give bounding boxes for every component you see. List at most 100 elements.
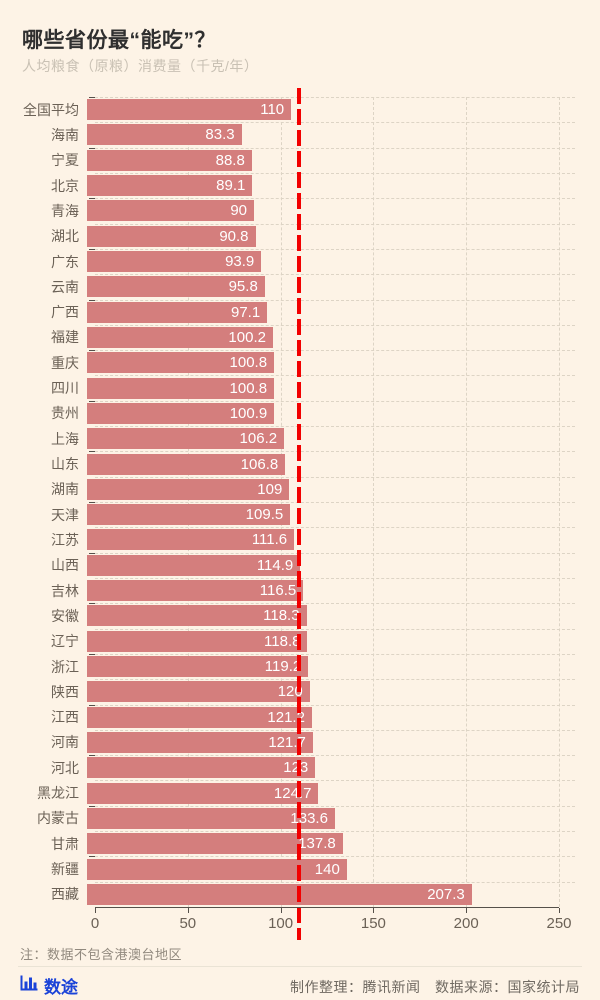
chart-row: 新疆 140	[0, 856, 600, 881]
bar-track: 89.1	[87, 175, 551, 197]
chart-row: 北京 89.1	[0, 173, 600, 198]
bar: 121.2	[87, 706, 312, 728]
category-label: 内蒙古	[37, 810, 79, 827]
bar: 90.8	[87, 225, 256, 247]
chart-row: 福建 100.2	[0, 325, 600, 350]
category-label: 新疆	[51, 861, 79, 878]
category-label: 江西	[51, 709, 79, 726]
x-axis-tick	[466, 908, 468, 913]
bar-track: 95.8	[87, 276, 551, 298]
bar-value-label: 124.7	[273, 784, 312, 802]
x-tick-label: 250	[546, 915, 572, 932]
bar-chart-icon	[19, 973, 39, 998]
bar: 106.2	[87, 428, 285, 450]
bar: 120	[87, 681, 310, 703]
bar-value-label: 121.7	[268, 733, 306, 751]
bar-value-label: 97.1	[231, 303, 261, 321]
bar-value-label: 116.5	[259, 582, 297, 600]
bar: 118.3	[87, 605, 307, 627]
bar: 95.8	[87, 276, 265, 298]
bar-value-label: 90.8	[219, 227, 249, 245]
category-label: 湖南	[51, 481, 79, 498]
bar-value-label: 100.8	[229, 379, 268, 397]
bar: 100.9	[87, 402, 275, 424]
chart-row: 全国平均 110	[0, 97, 600, 122]
x-tick-label: 50	[179, 915, 197, 932]
chart-row: 甘肃 137.8	[0, 831, 600, 856]
category-label: 辽宁	[51, 633, 79, 650]
x-tick-label: 100	[268, 915, 294, 932]
bar-track: 116.5	[87, 580, 551, 602]
category-label: 广西	[51, 304, 79, 321]
bar: 116.5	[87, 580, 304, 602]
bar-value-label: 140	[314, 860, 340, 878]
chart-row: 陕西 120	[0, 679, 600, 704]
chart-row: 西藏 207.3	[0, 882, 600, 907]
bar: 109	[87, 478, 290, 500]
bar-track: 97.1	[87, 301, 551, 323]
bar-value-label: 111.6	[251, 531, 288, 549]
chart-row: 湖南 109	[0, 477, 600, 502]
x-tick-label: 200	[453, 915, 479, 932]
bar: 100.8	[87, 352, 275, 374]
x-axis-tick	[373, 908, 375, 913]
category-label: 山西	[51, 557, 79, 574]
bar-value-label: 93.9	[225, 253, 255, 271]
x-axis-tick	[187, 908, 189, 913]
bar-track: 120	[87, 681, 551, 703]
bar: 140	[87, 858, 347, 880]
bar-track: 106.8	[87, 453, 551, 475]
bar-track: 90.8	[87, 225, 551, 247]
footnote: 注：数据不包含港澳台地区	[20, 947, 183, 962]
chart-row: 山东 106.8	[0, 451, 600, 476]
bar-value-label: 100.2	[228, 328, 266, 346]
category-label: 四川	[51, 380, 79, 397]
page-title: 哪些省份最“能吃”？	[22, 29, 216, 52]
category-label: 重庆	[51, 354, 79, 371]
category-label: 甘肃	[51, 835, 79, 852]
chart-row: 贵州 100.9	[0, 401, 600, 426]
bar: 110	[87, 99, 292, 121]
bar: 124.7	[87, 782, 319, 804]
chart-row: 云南 95.8	[0, 274, 600, 299]
bar-value-label: 89.1	[216, 177, 246, 195]
bar-track: 119.2	[87, 656, 551, 678]
bar: 111.6	[87, 529, 295, 551]
chart-row: 安徽 118.3	[0, 603, 600, 628]
category-label: 河北	[51, 759, 79, 776]
category-label: 福建	[51, 329, 79, 346]
bar-value-label: 120	[277, 683, 303, 701]
bar: 83.3	[87, 124, 242, 146]
category-label: 全国平均	[23, 101, 79, 118]
page-subtitle: 人均粮食（原粮）消费量（千克/年）	[22, 58, 259, 74]
bar-value-label: 119.2	[264, 658, 302, 676]
x-axis-tick	[95, 908, 96, 913]
bar: 133.6	[87, 807, 335, 829]
category-label: 上海	[51, 430, 79, 447]
category-label: 海南	[51, 126, 79, 143]
bar-track: 123	[87, 757, 551, 779]
bar-value-label: 121.2	[267, 708, 305, 726]
bar-value-label: 118.8	[264, 632, 301, 650]
chart-row: 河南 121.7	[0, 730, 600, 755]
category-label: 北京	[51, 177, 79, 194]
bar-value-label: 110	[260, 101, 285, 119]
chart-rows: 全国平均 110 海南 83.3 宁夏 88.8 北京 89.1 青海 90 湖北 90.8 广东 93.…	[0, 97, 600, 907]
x-axis: 0 50 100 150 200 250	[91, 907, 572, 932]
bar-value-label: 123	[283, 759, 309, 777]
chart-row: 辽宁 118.8	[0, 629, 600, 654]
category-label: 天津	[51, 506, 79, 523]
chart-row: 浙江 119.2	[0, 654, 600, 679]
bar-value-label: 133.6	[290, 809, 328, 827]
x-tick-label: 0	[90, 915, 100, 932]
chart-row: 山西 114.9	[0, 553, 600, 578]
chart-row: 海南 83.3	[0, 122, 600, 147]
category-label: 吉林	[51, 582, 79, 599]
chart-row: 四川 100.8	[0, 375, 600, 400]
chart-row: 宁夏 88.8	[0, 148, 600, 173]
bar-track: 111.6	[87, 529, 551, 551]
bar: 88.8	[87, 149, 252, 171]
chart-row: 黑龙江 124.7	[0, 780, 600, 805]
chart-row: 吉林 116.5	[0, 578, 600, 603]
chart-row: 广东 93.9	[0, 249, 600, 274]
